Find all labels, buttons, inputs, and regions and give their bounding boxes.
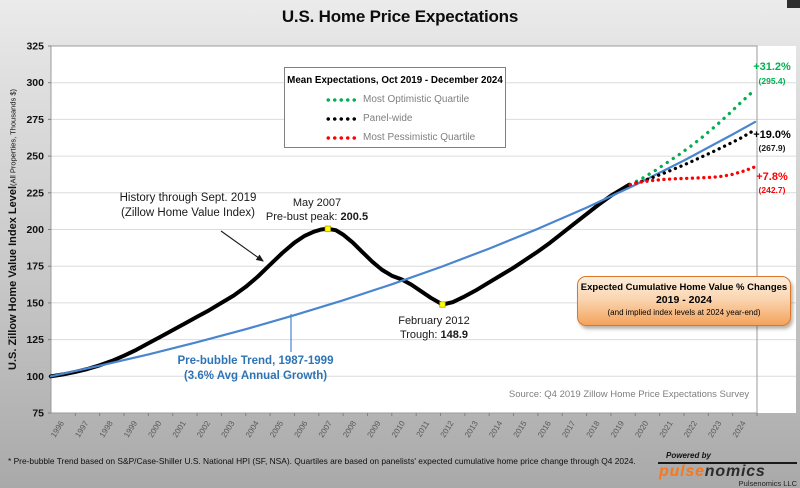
history-annotation: History through Sept. 2019 (Zillow Home …	[88, 191, 288, 221]
trend-annotation: Pre-bubble Trend, 1987-1999 (3.6% Avg An…	[138, 354, 373, 384]
y-tick-label: 175	[26, 261, 44, 273]
logo-pulse-text: pulse	[659, 463, 705, 480]
legend-label-optimistic: Most Optimistic Quartile	[363, 94, 470, 105]
corner-artifact	[787, 0, 800, 8]
y-axis-title: U.S. Zillow Home Value Index Level (All …	[4, 46, 22, 413]
history-annotation-line1: History through Sept. 2019	[119, 192, 257, 204]
x-tick-label: 2013	[463, 419, 480, 439]
x-tick-label: 2015	[512, 419, 529, 439]
x-tick-label: 2001	[171, 419, 188, 439]
peak-value: 200.5	[340, 211, 369, 224]
y-tick-label: 300	[26, 77, 44, 89]
x-tick-label: 2020	[633, 419, 650, 439]
x-tick-label: 2023	[706, 419, 723, 439]
panel-dotted-line-swatch	[325, 116, 358, 121]
x-tick-label: 1996	[49, 419, 66, 439]
legend-item-pessimistic: Most Pessimistic Quartile	[325, 132, 505, 143]
company-name: Pulsenomics LLC	[738, 479, 797, 488]
y-tick-label: 150	[26, 297, 44, 309]
trend-annotation-line1: Pre-bubble Trend, 1987-1999	[177, 355, 334, 367]
optimistic-pct-label: +31.2%	[753, 61, 791, 73]
series-history	[49, 182, 632, 379]
x-tick-label: 2009	[366, 419, 383, 439]
y-tick-label: 125	[26, 334, 44, 346]
page-title: U.S. Home Price Expectations	[281, 7, 519, 26]
x-tick-label: 2008	[341, 419, 358, 439]
trough-value: 148.9	[440, 329, 469, 342]
footnote: * Pre-bubble Trend based on S&P/Case-Shi…	[8, 456, 636, 466]
source-note: Source: Q4 2019 Zillow Home Price Expect…	[508, 389, 750, 400]
history-annotation-line2: (Zillow Home Value Index)	[120, 206, 255, 219]
logo-nomics-text: nomics	[704, 463, 766, 480]
marker-trough	[439, 301, 446, 308]
pessimistic-dotted-line-swatch	[325, 135, 358, 140]
logo-rule	[658, 462, 797, 464]
x-tick-label: 1997	[73, 419, 90, 439]
callout-line3: (and implied index levels at 2024 year-e…	[607, 308, 761, 317]
x-tick-label: 2018	[585, 419, 602, 439]
x-tick-label: 2016	[536, 419, 553, 439]
x-tick-label: 1998	[98, 419, 115, 439]
pessimistic-implied-label: (242.7)	[758, 185, 786, 195]
legend: Mean Expectations, Oct 2019 - December 2…	[284, 67, 506, 148]
x-tick-label: 2024	[731, 419, 748, 439]
optimistic-dotted-line-swatch	[325, 97, 358, 102]
legend-title: Mean Expectations, Oct 2019 - December 2…	[287, 75, 503, 86]
x-tick-label: 2005	[268, 419, 285, 439]
y-axis-title-main: U.S. Zillow Home Value Index Level	[7, 186, 19, 370]
history-annotation-arrow	[220, 230, 264, 262]
x-tick-label: 2019	[609, 419, 626, 439]
series-panel	[628, 128, 757, 187]
legend-label-panel: Panel-wide	[363, 113, 413, 124]
callout-line2: 2019 - 2024	[655, 293, 713, 306]
trend-annotation-line2: (3.6% Avg Annual Growth)	[183, 369, 328, 382]
peak-label: Pre-bust peak:	[265, 211, 338, 224]
trough-annotation-date: February 2012	[398, 315, 470, 327]
x-tick-label: 2002	[195, 419, 212, 439]
x-tick-label: 2003	[219, 419, 236, 439]
trough-label: Trough:	[399, 329, 438, 342]
x-tick-label: 1999	[122, 419, 139, 439]
y-tick-label: 325	[26, 41, 44, 53]
y-tick-label: 250	[26, 151, 44, 163]
y-tick-label: 225	[26, 187, 44, 199]
trough-annotation-value-line: Trough: 148.9	[359, 328, 509, 342]
marker-pre-bust-peak	[324, 225, 331, 232]
trough-annotation: February 2012 Trough: 148.9	[359, 314, 509, 343]
powered-by-label: Powered by	[666, 451, 711, 460]
series-trend	[49, 120, 757, 378]
peak-annotation-date: May 2007	[292, 197, 342, 209]
y-tick-label: 200	[26, 224, 44, 236]
expected-changes-callout: Expected Cumulative Home Value % Changes…	[577, 276, 791, 326]
x-tick-label: 2006	[292, 419, 309, 439]
legend-label-pessimistic: Most Pessimistic Quartile	[363, 132, 476, 143]
y-axis-title-sub: (All Properties, Thousands $)	[8, 89, 18, 186]
callout-line1: Expected Cumulative Home Value % Changes	[580, 282, 788, 293]
y-tick-label: 100	[26, 371, 44, 383]
y-tick-label: 275	[26, 114, 44, 126]
y-tick-label: 75	[32, 408, 44, 420]
legend-item-optimistic: Most Optimistic Quartile	[325, 94, 505, 105]
x-tick-label: 2017	[560, 419, 577, 439]
x-tick-label: 2022	[682, 419, 699, 439]
x-tick-label: 2011	[415, 419, 432, 439]
peak-annotation: May 2007 Pre-bust peak: 200.5	[242, 196, 392, 225]
pulsenomics-logo: pulsenomics	[659, 463, 798, 481]
series-optimistic	[628, 87, 757, 187]
optimistic-implied-label: (295.4)	[758, 76, 786, 86]
peak-annotation-value-line: Pre-bust peak: 200.5	[242, 210, 392, 224]
pessimistic-pct-label: +7.8%	[756, 171, 788, 183]
panel-pct-label: +19.0%	[753, 129, 791, 141]
x-tick-label: 2010	[390, 419, 407, 439]
x-tick-label: 2007	[317, 419, 334, 439]
x-tick-label: 2004	[244, 419, 261, 439]
x-tick-label: 2014	[487, 419, 504, 439]
x-tick-label: 2021	[658, 419, 675, 439]
legend-item-panel: Panel-wide	[325, 113, 505, 124]
x-tick-label: 2000	[146, 419, 163, 439]
x-tick-label: 2012	[439, 419, 456, 439]
panel-implied-label: (267.9)	[758, 143, 786, 153]
